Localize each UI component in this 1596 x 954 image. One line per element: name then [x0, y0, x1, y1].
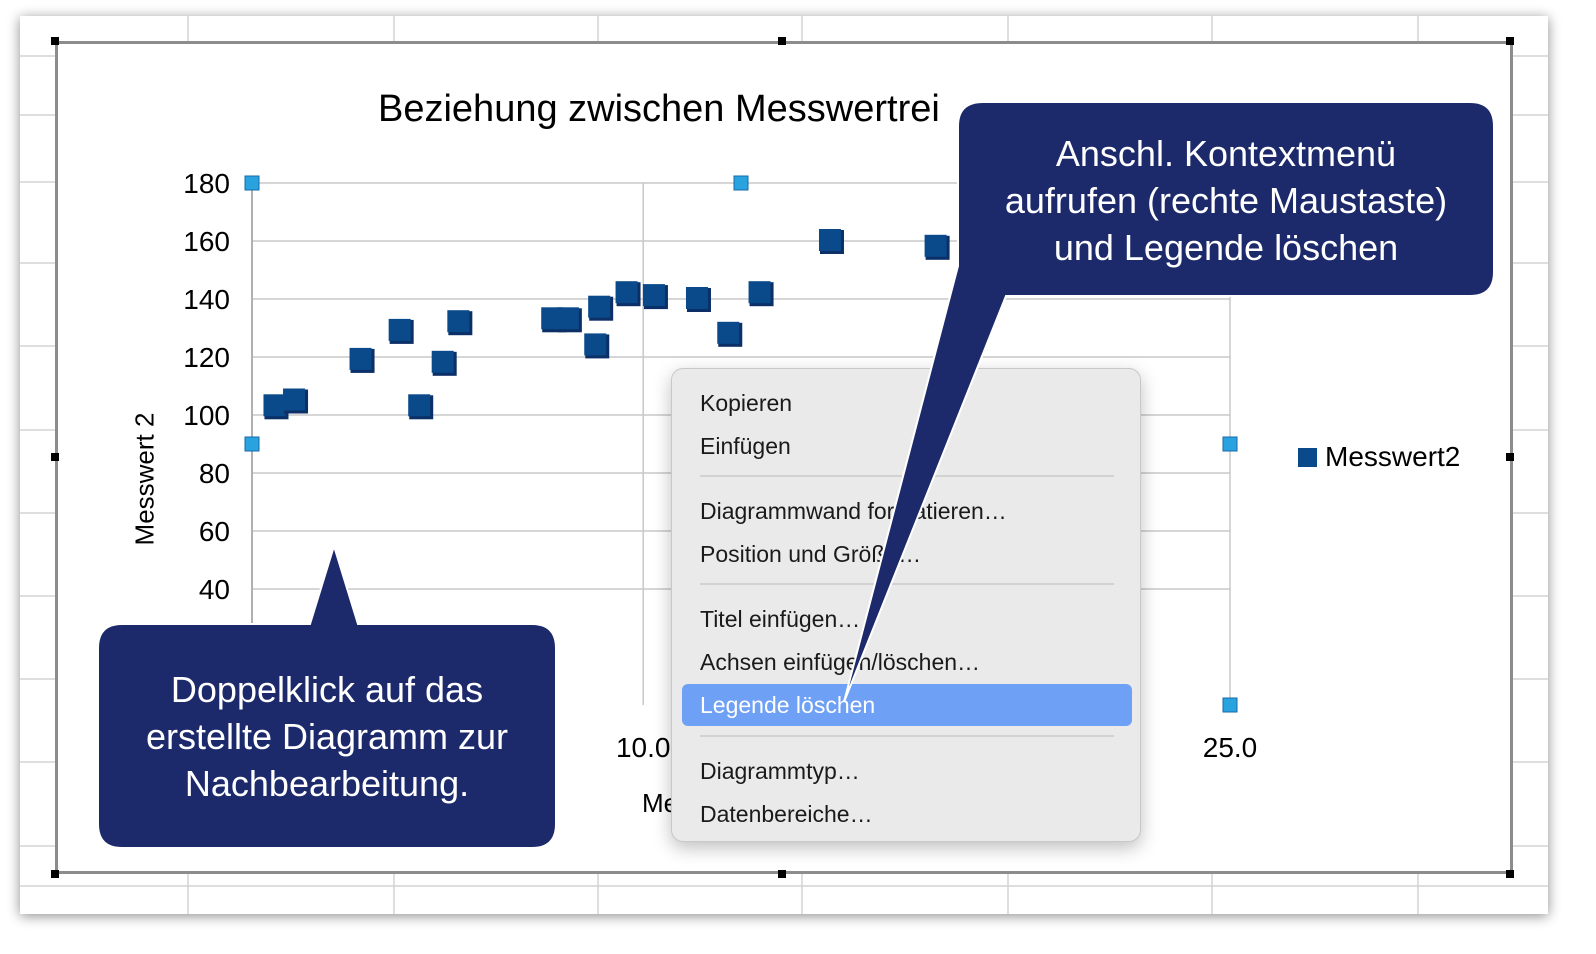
y-tick-label: 60 — [199, 516, 230, 547]
callout-right-text: Anschl. Kontextmenü aufrufen (rechte Mau… — [958, 130, 1494, 271]
spreadsheet-window: 180 160 140 120 100 80 60 40 10.0 25.0 Beziehung … — [20, 16, 1548, 914]
callout-left-text: Doppelklick auf das erstellte Diagramm z… — [98, 666, 556, 807]
data-point — [717, 321, 740, 344]
menu-item-datenbereiche[interactable]: Datenbereiche… — [700, 801, 873, 827]
callout-right-line: Anschl. Kontextmenü — [1055, 133, 1397, 174]
y-axis-label[interactable]: Messwert 2 — [129, 412, 160, 546]
menu-item-diagrammwand-formatieren[interactable]: Diagrammwand formatieren… — [700, 498, 1007, 524]
wall-selection-handle — [244, 436, 260, 452]
resize-handle-right[interactable] — [1506, 453, 1514, 461]
resize-handle-top[interactable] — [778, 37, 786, 45]
menu-separator — [700, 475, 1114, 477]
y-tick-label: 140 — [183, 284, 230, 315]
x-tick-label: 10.0 — [616, 732, 671, 763]
legend-label: Messwert2 — [1325, 441, 1461, 472]
resize-handle-left[interactable] — [51, 453, 59, 461]
data-point — [818, 229, 841, 251]
wall-selection-handle — [1222, 697, 1238, 713]
y-tick-label: 40 — [199, 574, 230, 605]
data-point — [588, 295, 611, 318]
data-point — [685, 287, 708, 309]
wall-selection-handle — [244, 175, 260, 191]
data-point — [556, 307, 579, 330]
menu-item-position-und-groesse[interactable]: Position und Größe… — [700, 541, 922, 567]
resize-handle-top-left[interactable] — [51, 37, 59, 45]
callout-left-line: erstellte Diagramm zur — [145, 716, 509, 757]
data-point — [388, 318, 411, 341]
legend-swatch — [1298, 447, 1317, 467]
menu-item-einfuegen[interactable]: Einfügen — [700, 433, 791, 459]
data-point — [447, 310, 470, 333]
chart-title[interactable]: Beziehung zwischen Messwertrei — [378, 88, 940, 130]
menu-item-titel-einfuegen[interactable]: Titel einfügen… — [700, 606, 861, 632]
data-point — [584, 333, 607, 356]
y-tick-label: 120 — [183, 342, 230, 373]
callout-left-line: Nachbearbeitung. — [184, 763, 470, 804]
menu-item-kopieren[interactable]: Kopieren — [700, 390, 793, 416]
callout-right-line: und Legende löschen — [1053, 227, 1399, 268]
resize-handle-bottom-left[interactable] — [51, 870, 59, 878]
menu-item-achsen-einfuegen-loeschen[interactable]: Achsen einfügen/löschen… — [700, 649, 981, 675]
wall-selection-handle — [1222, 436, 1238, 452]
data-point — [748, 281, 771, 304]
menu-separator — [700, 583, 1114, 585]
menu-separator — [700, 735, 1114, 737]
context-menu: Kopieren Einfügen Diagrammwand formatier… — [671, 368, 1141, 842]
menu-item-legende-loeschen[interactable]: Legende löschen — [682, 684, 1132, 726]
y-tick-label: 100 — [183, 400, 230, 431]
data-point — [615, 281, 638, 304]
data-point — [283, 388, 306, 411]
data-point — [642, 284, 665, 307]
wall-selection-handle — [733, 175, 749, 191]
x-tick-label: 25.0 — [1203, 732, 1258, 763]
chart-legend[interactable]: Messwert2 — [1298, 441, 1460, 473]
y-tick-label: 80 — [199, 458, 230, 489]
resize-handle-bottom-right[interactable] — [1506, 870, 1514, 878]
y-tick-label: 160 — [183, 226, 230, 257]
resize-handle-top-right[interactable] — [1506, 37, 1514, 45]
data-point — [924, 234, 947, 257]
menu-item-diagrammtyp[interactable]: Diagrammtyp… — [700, 758, 860, 784]
y-tick-label: 180 — [183, 168, 230, 199]
data-point — [408, 394, 431, 417]
data-point — [431, 350, 454, 373]
callout-left-line: Doppelklick auf das — [170, 669, 484, 710]
callout-right-line: aufrufen (rechte Maustaste) — [1004, 180, 1448, 221]
data-point — [263, 394, 286, 417]
data-point — [349, 347, 372, 370]
resize-handle-bottom[interactable] — [778, 870, 786, 878]
